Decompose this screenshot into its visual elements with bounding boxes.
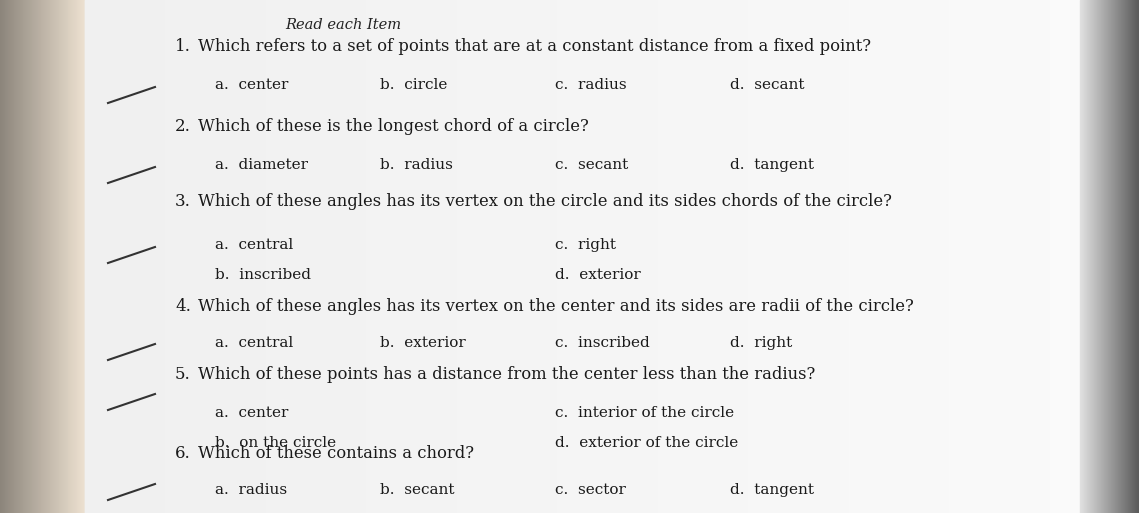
Text: d.  tangent: d. tangent bbox=[730, 158, 814, 172]
Text: c.  right: c. right bbox=[555, 238, 616, 252]
Text: Which of these angles has its vertex on the center and its sides are radii of th: Which of these angles has its vertex on … bbox=[198, 298, 913, 315]
Text: a.  central: a. central bbox=[215, 238, 293, 252]
Text: c.  sector: c. sector bbox=[555, 483, 625, 497]
Text: a.  diameter: a. diameter bbox=[215, 158, 308, 172]
Text: b.  radius: b. radius bbox=[380, 158, 453, 172]
Text: Read each Item: Read each Item bbox=[285, 18, 401, 32]
Text: d.  tangent: d. tangent bbox=[730, 483, 814, 497]
Text: a.  center: a. center bbox=[215, 406, 288, 420]
Text: a.  center: a. center bbox=[215, 78, 288, 92]
Text: a.  central: a. central bbox=[215, 336, 293, 350]
Text: d.  exterior of the circle: d. exterior of the circle bbox=[555, 436, 738, 450]
Text: c.  interior of the circle: c. interior of the circle bbox=[555, 406, 735, 420]
Text: 3.: 3. bbox=[175, 193, 191, 210]
Text: Which of these points has a distance from the center less than the radius?: Which of these points has a distance fro… bbox=[198, 366, 816, 383]
Text: d.  exterior: d. exterior bbox=[555, 268, 641, 282]
Text: 1.: 1. bbox=[175, 38, 191, 55]
Text: d.  right: d. right bbox=[730, 336, 793, 350]
Text: c.  inscribed: c. inscribed bbox=[555, 336, 649, 350]
Text: c.  secant: c. secant bbox=[555, 158, 629, 172]
Text: 2.: 2. bbox=[175, 118, 191, 135]
Text: b.  circle: b. circle bbox=[380, 78, 448, 92]
Text: b.  inscribed: b. inscribed bbox=[215, 268, 311, 282]
Text: b.  on the circle: b. on the circle bbox=[215, 436, 336, 450]
Text: 6.: 6. bbox=[175, 445, 190, 462]
Text: Which of these contains a chord?: Which of these contains a chord? bbox=[198, 445, 474, 462]
Text: Which of these angles has its vertex on the circle and its sides chords of the c: Which of these angles has its vertex on … bbox=[198, 193, 892, 210]
Text: c.  radius: c. radius bbox=[555, 78, 626, 92]
Text: b.  secant: b. secant bbox=[380, 483, 454, 497]
Text: Which of these is the longest chord of a circle?: Which of these is the longest chord of a… bbox=[198, 118, 589, 135]
Text: a.  radius: a. radius bbox=[215, 483, 287, 497]
Text: d.  secant: d. secant bbox=[730, 78, 804, 92]
Text: b.  exterior: b. exterior bbox=[380, 336, 466, 350]
Text: Which refers to a set of points that are at a constant distance from a fixed poi: Which refers to a set of points that are… bbox=[198, 38, 871, 55]
Text: 4.: 4. bbox=[175, 298, 191, 315]
Text: 5.: 5. bbox=[175, 366, 190, 383]
